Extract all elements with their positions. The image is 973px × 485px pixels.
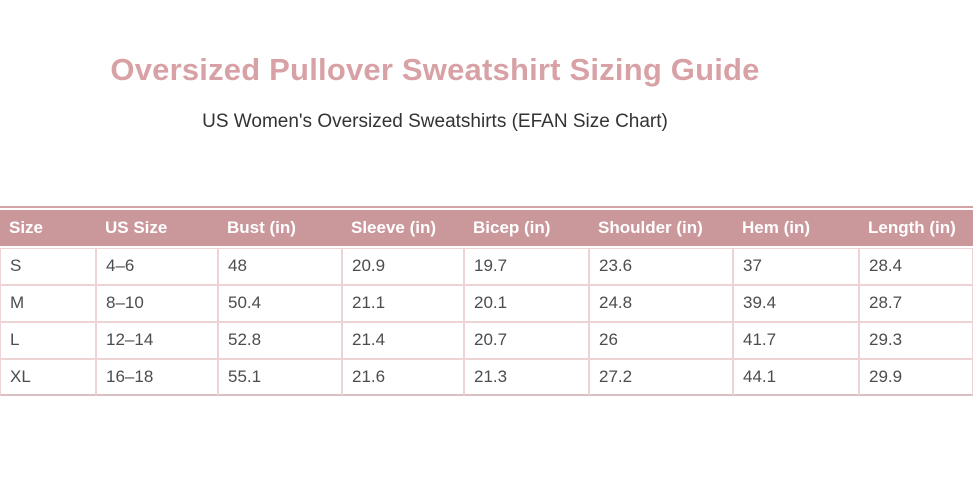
table-cell: 19.7 [464,247,589,285]
table-cell: 29.9 [859,358,973,396]
table-cell: 50.4 [218,284,342,322]
table-header-row: Size US Size Bust (in) Sleeve (in) Bicep… [0,209,973,248]
table-cell: 39.4 [733,284,859,322]
table-cell: 28.7 [859,284,973,322]
page-subtitle: US Women's Oversized Sweatshirts (EFAN S… [202,111,668,133]
column-header-hem: Hem (in) [733,209,859,248]
table-cell: 28.4 [859,247,973,285]
table-row-s: S 4–6 48 20.9 19.7 23.6 37 28.4 [0,247,973,285]
column-header-size: Size [0,209,96,248]
column-header-sleeve: Sleeve (in) [342,209,464,248]
table-cell: 44.1 [733,358,859,396]
table-cell: 52.8 [218,321,342,359]
size-table: Size US Size Bust (in) Sleeve (in) Bicep… [0,209,973,396]
table-cell: M [0,284,96,322]
table-row-xl: XL 16–18 55.1 21.6 21.3 27.2 44.1 29.9 [0,358,973,396]
heading-block: Oversized Pullover Sweatshirt Sizing Gui… [0,0,870,134]
table-cell: 29.3 [859,321,973,359]
table-cell: 20.7 [464,321,589,359]
table-cell: 37 [733,247,859,285]
table-cell: 26 [589,321,733,359]
table-cell: S [0,247,96,285]
column-header-shoulder: Shoulder (in) [589,209,733,248]
table-cell: 20.9 [342,247,464,285]
size-table-wrap: Size US Size Bust (in) Sleeve (in) Bicep… [0,205,973,396]
table-cell: 48 [218,247,342,285]
table-cell: 21.3 [464,358,589,396]
table-cell: 4–6 [96,247,218,285]
page-title: Oversized Pullover Sweatshirt Sizing Gui… [110,52,760,87]
table-cell: 8–10 [96,284,218,322]
table-row-l: L 12–14 52.8 21.4 20.7 26 41.7 29.3 [0,321,973,359]
column-header-us-size: US Size [96,209,218,248]
table-cell: XL [0,358,96,396]
column-header-length: Length (in) [859,209,973,248]
column-header-bust: Bust (in) [218,209,342,248]
table-cell: 21.6 [342,358,464,396]
column-header-bicep: Bicep (in) [464,209,589,248]
table-cell: 24.8 [589,284,733,322]
table-cell: 21.1 [342,284,464,322]
table-cell: 23.6 [589,247,733,285]
table-cell: 16–18 [96,358,218,396]
table-cell: 55.1 [218,358,342,396]
table-cell: 21.4 [342,321,464,359]
table-cell: 41.7 [733,321,859,359]
table-cell: 27.2 [589,358,733,396]
table-cell: 12–14 [96,321,218,359]
table-cell: 20.1 [464,284,589,322]
table-row-m: M 8–10 50.4 21.1 20.1 24.8 39.4 28.7 [0,284,973,322]
table-cell: L [0,321,96,359]
